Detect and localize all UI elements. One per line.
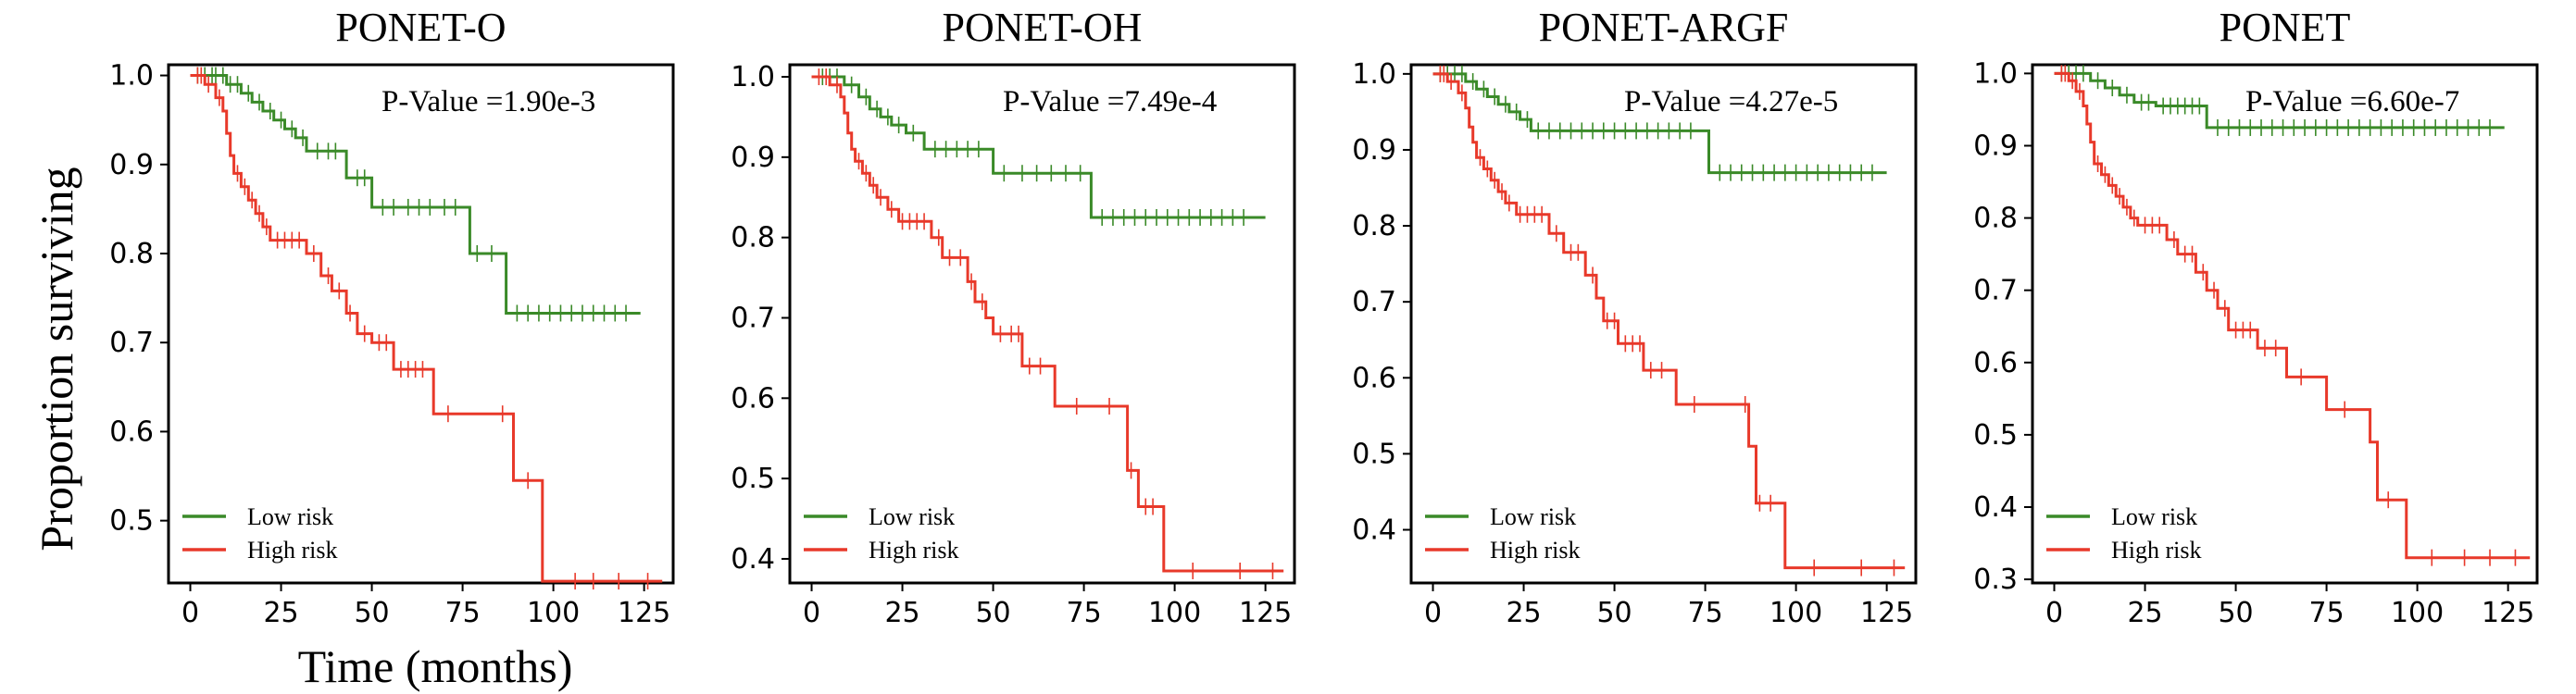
low-risk-curve [190, 74, 641, 315]
y-tick-label: 0.6 [1973, 347, 2018, 379]
y-tick-label: 0.9 [1352, 134, 1396, 167]
x-tick-label: 0 [181, 597, 199, 629]
y-tick-label: 0.5 [1352, 438, 1396, 470]
y-tick-label: 0.6 [109, 415, 154, 448]
plot-frame [1409, 63, 1918, 585]
x-tick-label: 25 [263, 597, 298, 629]
y-tick-label: 0.4 [1352, 514, 1396, 547]
y-tick-label: 0.6 [1352, 362, 1396, 394]
x-tick-label: 125 [618, 597, 670, 629]
chart-panel-2: PONET-OH 0 25 50 75 100 125 0.4 0.5 0.6 0.7 0.8 0.9 1… [731, 5, 1296, 629]
x-tick-label: 75 [444, 597, 480, 629]
high-risk-curve [811, 75, 1284, 573]
plot-frame [788, 63, 1296, 585]
chart-panel-3: PONET-ARGF 0 25 50 75 100 125 0.4 0.5 0.6 0.7 0.8 0.… [1352, 5, 1918, 629]
x-tick-label: 75 [1687, 597, 1722, 629]
plot-frame [2031, 63, 2539, 585]
low-risk-curve [811, 75, 1266, 219]
y-tick-label: 0.5 [731, 463, 775, 495]
y-tick-label: 0.8 [731, 222, 775, 254]
y-tick-label: 0.7 [731, 302, 775, 334]
high-risk-legend-label: High risk [1490, 537, 1581, 564]
x-tick-label: 25 [2127, 597, 2162, 629]
y-tick-label: 0.8 [1973, 203, 2018, 235]
high-risk-legend-label: High risk [247, 537, 338, 564]
x-tick-label: 0 [803, 597, 820, 629]
x-tick-label: 125 [1860, 597, 1913, 629]
y-tick-label: 1.0 [109, 60, 154, 93]
y-tick-label: 1.0 [1352, 58, 1396, 91]
y-axis-title: Proportion surviving [31, 167, 82, 551]
low-risk-legend-label: Low risk [869, 503, 955, 530]
chart-panel-1: PONET-O 0 25 50 75 100 125 0.5 0.6 0.7 0.8 0.9 1.0 P-… [109, 5, 675, 629]
y-tick-label: 0.4 [1973, 491, 2018, 524]
x-tick-label: 125 [1239, 597, 1292, 629]
y-tick-label: 0.8 [109, 238, 154, 270]
x-tick-label: 75 [1066, 597, 1101, 629]
y-tick-label: 0.5 [109, 505, 154, 538]
p-value-annotation: P-Value =4.27e-5 [1624, 85, 1838, 118]
x-tick-label: 100 [1148, 597, 1201, 629]
low-risk-legend-label: Low risk [2111, 503, 2197, 530]
x-tick-label: 100 [527, 597, 580, 629]
x-tick-label: 0 [1424, 597, 1442, 629]
x-tick-label: 50 [2218, 597, 2253, 629]
x-tick-label: 0 [2045, 597, 2063, 629]
high-risk-curve [190, 74, 663, 583]
p-value-annotation: P-Value =7.49e-4 [1003, 85, 1217, 118]
y-tick-label: 0.3 [1973, 564, 2018, 596]
plot-frame [167, 63, 675, 585]
chart-panels: PONET-O 0 25 50 75 100 125 0.5 0.6 0.7 0.8 0.9 1.0 P-… [109, 5, 2539, 629]
chart-panel-4: PONET 0 25 50 75 100 125 0.3 0.4 0.5 0.6 0.7 0.8 0.9 1… [1973, 5, 2539, 629]
y-tick-label: 0.9 [731, 142, 775, 174]
chart-title: PONET-OH [943, 5, 1143, 50]
low-risk-legend-label: Low risk [247, 503, 333, 530]
high-risk-legend-label: High risk [869, 537, 959, 564]
x-tick-label: 25 [1506, 597, 1541, 629]
y-tick-label: 0.7 [1973, 275, 2018, 307]
x-tick-label: 100 [1769, 597, 1822, 629]
y-tick-label: 0.7 [109, 327, 154, 359]
x-tick-label: 25 [884, 597, 919, 629]
x-tick-label: 75 [2308, 597, 2344, 629]
y-tick-label: 0.6 [731, 382, 775, 415]
x-tick-label: 50 [354, 597, 389, 629]
high-risk-curve [2054, 71, 2531, 560]
y-tick-label: 0.5 [1973, 419, 2018, 452]
x-tick-label: 50 [1596, 597, 1632, 629]
y-tick-label: 1.0 [1973, 57, 2018, 90]
chart-title: PONET-O [335, 5, 506, 50]
y-tick-label: 1.0 [731, 61, 775, 93]
y-tick-label: 0.9 [1973, 130, 2018, 162]
x-tick-label: 125 [2482, 597, 2534, 629]
y-tick-label: 0.9 [109, 149, 154, 181]
low-risk-legend-label: Low risk [1490, 503, 1576, 530]
x-tick-label: 100 [2391, 597, 2444, 629]
p-value-annotation: P-Value =6.60e-7 [2245, 85, 2459, 118]
y-tick-label: 0.4 [731, 543, 775, 576]
chart-title: PONET-ARGF [1539, 5, 1789, 50]
y-tick-label: 0.7 [1352, 286, 1396, 318]
x-axis-title: Time (months) [298, 640, 573, 692]
high-risk-legend-label: High risk [2111, 537, 2202, 564]
x-tick-label: 50 [975, 597, 1010, 629]
high-risk-curve [1432, 72, 1906, 570]
y-tick-label: 0.8 [1352, 210, 1396, 242]
p-value-annotation: P-Value =1.90e-3 [381, 85, 595, 118]
chart-title: PONET [2220, 5, 2351, 50]
